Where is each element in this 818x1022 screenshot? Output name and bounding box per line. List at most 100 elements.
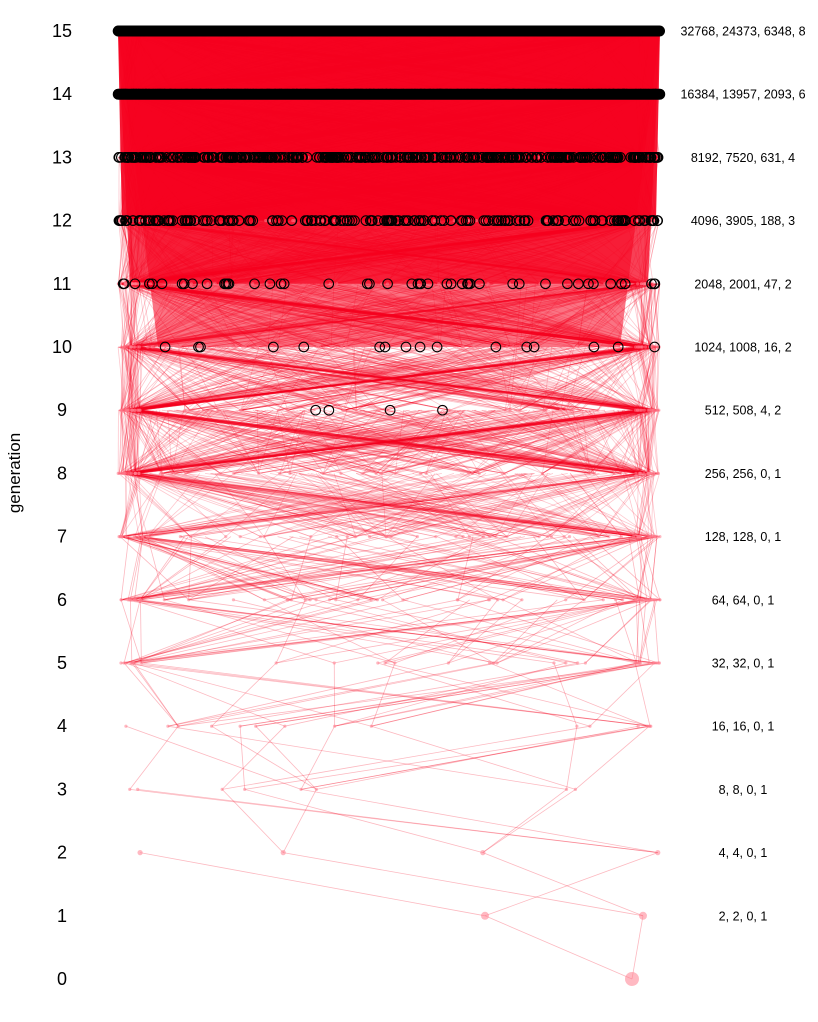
edge-line: [258, 409, 642, 474]
edge-line: [127, 346, 135, 411]
edge-line: [134, 473, 143, 537]
edge-line: [278, 346, 530, 411]
edge-line: [118, 410, 132, 474]
edge-line: [135, 536, 317, 601]
edge-line: [395, 409, 650, 474]
edge-line: [276, 599, 489, 664]
edge-line: [635, 346, 657, 411]
edge-line: [566, 346, 635, 411]
edge-line: [132, 409, 396, 474]
edge-line: [122, 409, 643, 474]
edge-line: [135, 409, 648, 474]
node-point: [126, 471, 130, 475]
edge-line: [131, 473, 356, 537]
edge-line: [131, 346, 136, 411]
edge-line: [122, 410, 129, 474]
edge-line: [142, 473, 499, 537]
edge-line: [124, 599, 660, 664]
edge-line: [575, 725, 650, 790]
edge-line: [193, 536, 623, 601]
edge-line: [121, 473, 356, 537]
edge-line: [235, 346, 345, 411]
edge-line: [206, 409, 480, 474]
edge-line: [282, 789, 317, 853]
edge-line: [240, 662, 650, 727]
edge-line: [394, 599, 566, 664]
edge-line: [296, 473, 609, 537]
edge-line: [638, 346, 653, 411]
edge-line: [135, 409, 657, 474]
edge-line: [234, 409, 658, 474]
edge-line: [137, 789, 658, 853]
node-point: [376, 345, 381, 349]
edge-line: [220, 473, 457, 537]
edge-line: [542, 409, 638, 474]
node-point: [332, 724, 337, 728]
node-point: [619, 535, 624, 539]
edge-line: [128, 409, 651, 474]
edge-line: [371, 662, 640, 727]
node-point: [612, 471, 617, 475]
edge-line: [448, 599, 637, 664]
edge-line: [565, 410, 595, 474]
edge-line: [180, 346, 357, 411]
edge-line: [128, 410, 136, 474]
edge-line: [519, 346, 610, 411]
edge-line: [506, 473, 549, 537]
node-point: [255, 345, 260, 349]
edge-line: [155, 410, 163, 474]
edge-line: [385, 473, 436, 537]
edge-line: [638, 473, 656, 537]
edge-line: [544, 409, 591, 474]
edge-line: [167, 662, 494, 727]
edge-line: [189, 346, 504, 411]
edge-line: [472, 409, 654, 474]
edge-line: [519, 346, 539, 411]
edge-line: [122, 409, 399, 474]
edge-line: [278, 346, 448, 411]
edge-line: [234, 409, 464, 474]
node-point: [220, 787, 224, 792]
edge-line: [234, 409, 461, 474]
edge-line: [123, 662, 179, 727]
edge-line: [547, 473, 651, 537]
edge-line: [131, 346, 141, 411]
edge-line: [317, 473, 387, 537]
edge-line: [448, 599, 523, 664]
node-point: [437, 282, 441, 286]
edge-line: [171, 409, 651, 474]
edge-line: [426, 409, 640, 474]
edge-line: [244, 725, 651, 790]
edge-line: [639, 599, 647, 664]
edge-line: [385, 536, 637, 601]
edge-line: [343, 346, 372, 411]
edge-line: [373, 409, 649, 474]
edge-line: [638, 473, 654, 537]
edge-line: [121, 409, 641, 474]
edge-line: [123, 410, 142, 474]
node-point: [546, 535, 550, 539]
edge-line: [131, 473, 387, 537]
node-point: [495, 661, 499, 665]
edge-line: [298, 473, 484, 537]
edge-line: [141, 599, 458, 664]
edge-line: [201, 409, 473, 474]
edge-line: [588, 409, 641, 474]
node-point: [276, 408, 280, 412]
edge-line: [203, 346, 567, 411]
edge-line: [496, 599, 623, 664]
edge-line: [185, 409, 647, 474]
edge-line: [188, 536, 564, 601]
edge-line: [493, 599, 585, 664]
edge-line: [123, 536, 643, 601]
edge-line: [121, 346, 125, 411]
edge-line: [639, 410, 659, 474]
edge-line: [449, 346, 601, 411]
edge-line: [119, 473, 142, 537]
edge-line: [122, 346, 219, 411]
edge-line: [547, 473, 636, 537]
edge-line: [341, 409, 649, 474]
edge-line: [279, 409, 593, 474]
node-point: [467, 471, 471, 475]
edge-line: [315, 599, 566, 664]
